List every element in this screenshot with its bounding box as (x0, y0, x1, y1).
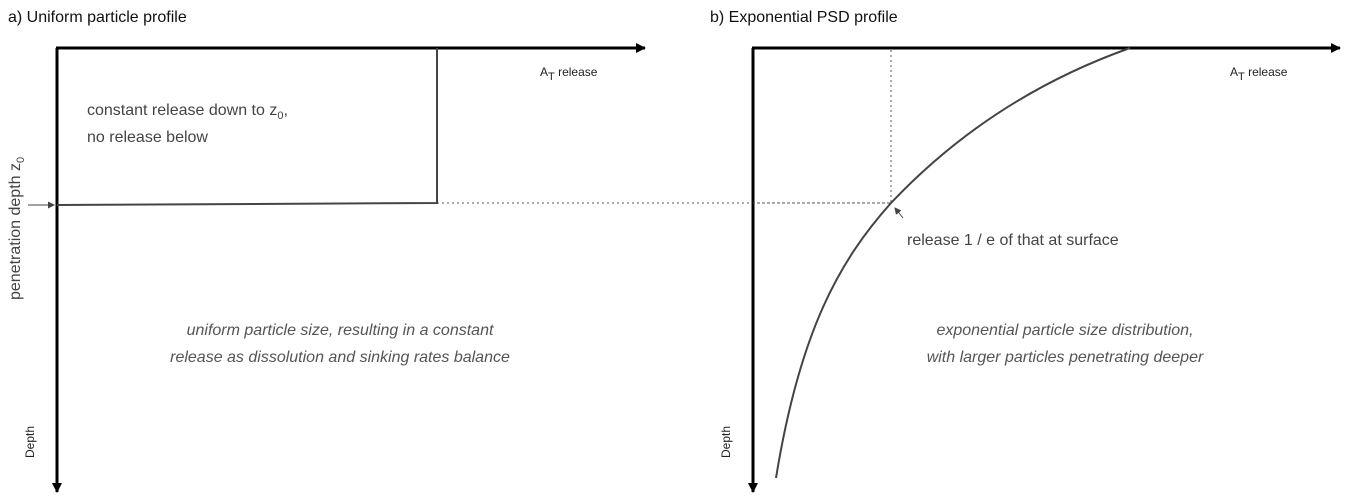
text-sub: 0 (277, 110, 283, 122)
release-profile (56, 48, 438, 206)
y-axis-label: Depth (23, 426, 37, 458)
caption: exponential particle size distribution, (936, 322, 1193, 339)
annotation: release 1 / e of that at surface (907, 232, 1119, 249)
panel-title: a) Uniform particle profile (8, 9, 187, 26)
x-axis-label: AT release (1230, 65, 1288, 83)
caption: uniform particle size, resulting in a co… (187, 322, 494, 339)
release-curve (775, 47, 1131, 479)
depth-label: penetration depth z0 (7, 157, 27, 300)
box-text: constant release down to z0, (87, 102, 288, 122)
annotation-arrow (894, 207, 904, 219)
text-part: constant release down to z (87, 102, 277, 119)
label-sub: 0 (15, 157, 27, 163)
label-part: A (1230, 65, 1238, 79)
box-text: no release below (87, 129, 208, 146)
label-part: release (1245, 65, 1288, 79)
x-axis-label: AT release (540, 65, 598, 83)
panel-title: b) Exponential PSD profile (710, 9, 898, 26)
caption: with larger particles penetrating deeper (927, 349, 1204, 366)
label-part: A (540, 65, 548, 79)
text-part: , (283, 102, 287, 119)
caption: release as dissolution and sinking rates… (170, 349, 510, 366)
label-part: release (555, 65, 598, 79)
y-axis-label: Depth (719, 426, 733, 458)
label-sub: T (548, 71, 555, 83)
label-sub: T (1238, 71, 1245, 83)
label-part: penetration depth z (7, 163, 24, 300)
